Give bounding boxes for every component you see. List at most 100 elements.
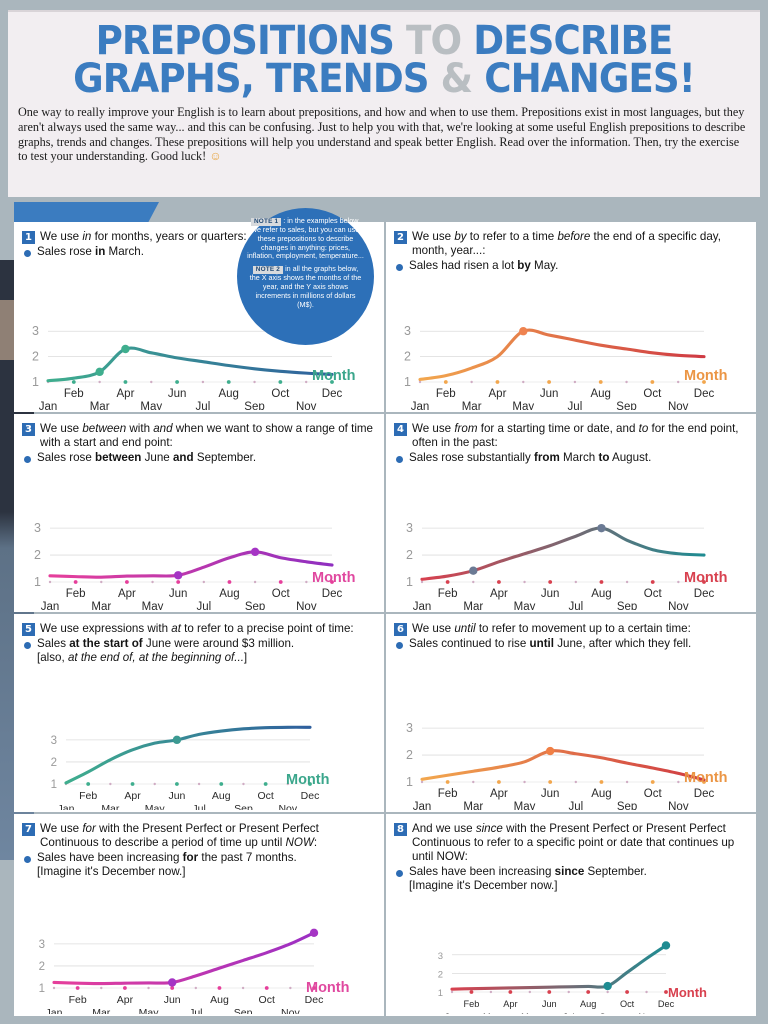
- chart-svg-3: 1 2 3 Jan Feb Mar Apr May Jun Jul Aug Sep Oct Nov Dec: [34, 521, 343, 610]
- title-word-changes: CHANGES!: [484, 56, 696, 103]
- svg-text:Aug: Aug: [219, 588, 239, 600]
- title-word-to: TO: [406, 18, 474, 64]
- chart-7-month-label: Month: [306, 980, 350, 996]
- svg-text:Jun: Jun: [164, 994, 181, 1006]
- svg-text:Dec: Dec: [322, 588, 343, 600]
- svg-text:Jul: Jul: [568, 801, 583, 810]
- svg-text:Mar: Mar: [463, 801, 483, 810]
- panel-2-by: 2 We use by to refer to a time before th…: [386, 222, 756, 412]
- panel-rule-2: We use by to refer to a time before the …: [412, 230, 721, 258]
- chart-3: 1 2 3 Jan Feb Mar Apr May Jun Jul Aug Sep Oct Nov Dec: [14, 498, 384, 610]
- svg-text:Apr: Apr: [489, 388, 507, 400]
- svg-text:Feb: Feb: [66, 588, 86, 600]
- svg-text:Feb: Feb: [69, 994, 87, 1006]
- svg-text:Apr: Apr: [503, 999, 517, 1009]
- panels-grid: 1 We use in for months, years or quarter…: [14, 222, 756, 1016]
- svg-text:Dec: Dec: [694, 788, 715, 800]
- svg-text:Dec: Dec: [305, 994, 324, 1006]
- svg-text:Aug: Aug: [590, 388, 610, 400]
- chart-svg-6: 1 2 3 Jan Feb Mar Apr May Jun Jul Aug Sep Oct Nov Dec: [406, 721, 715, 810]
- chart-6-month-label: Month: [684, 770, 728, 786]
- svg-text:Sep: Sep: [617, 801, 637, 810]
- panel-number-badge-8: 8: [394, 823, 407, 836]
- chart-svg-1: 1 2 3 Jan Feb Mar Apr May Jun Jul Aug Sep Oct Nov Dec: [32, 324, 342, 410]
- svg-text:Jul: Jul: [563, 1012, 575, 1014]
- svg-text:Oct: Oct: [259, 994, 275, 1006]
- smiley-icon: ☺: [209, 149, 222, 164]
- note-1-text: : in the examples below, we refer to sal…: [247, 216, 364, 261]
- svg-text:Apr: Apr: [124, 790, 141, 802]
- panel-rule-8: And we use since with the Present Perfec…: [412, 822, 735, 864]
- svg-text:Oct: Oct: [620, 999, 635, 1009]
- svg-text:Sep: Sep: [244, 401, 264, 410]
- chart-4-month-label: Month: [684, 570, 728, 586]
- chart-svg-4: 1 2 3 Jan Feb Mar Apr May Jun Jul Aug Sep Oct Nov Dec: [406, 521, 714, 610]
- svg-text:Jan: Jan: [413, 601, 432, 610]
- svg-text:Apr: Apr: [490, 788, 508, 800]
- svg-text:Nov: Nov: [281, 1007, 300, 1014]
- chart-5: 1 2 3 Jan Feb Mar Apr May Jun Jul Aug Sep Oct Nov Dec: [14, 710, 384, 810]
- svg-text:Nov: Nov: [638, 1012, 655, 1014]
- svg-text:Oct: Oct: [257, 790, 273, 802]
- svg-text:Aug: Aug: [591, 788, 611, 800]
- svg-text:1: 1: [32, 375, 39, 389]
- svg-text:Sep: Sep: [234, 803, 253, 810]
- panel-number-badge-4: 4: [394, 423, 407, 436]
- svg-text:Jun: Jun: [540, 388, 559, 400]
- page-title: PREPOSITIONS TO DESCRIBE GRAPHS, TRENDS …: [34, 12, 733, 99]
- svg-text:1: 1: [406, 575, 413, 589]
- header-banner: PREPOSITIONS TO DESCRIBE GRAPHS, TRENDS …: [8, 10, 760, 197]
- svg-text:Nov: Nov: [668, 601, 689, 610]
- svg-text:1: 1: [438, 988, 443, 999]
- panel-example-6: Sales continued to rise until June, afte…: [409, 637, 692, 651]
- intro-text: One way to really improve your English i…: [18, 104, 746, 164]
- panel-3-between-and: 3 We use between with and when we want t…: [14, 414, 384, 612]
- svg-text:Oct: Oct: [643, 388, 662, 400]
- svg-text:2: 2: [406, 748, 413, 762]
- svg-text:Mar: Mar: [91, 601, 111, 610]
- svg-text:Jan: Jan: [46, 1007, 63, 1014]
- svg-text:3: 3: [34, 521, 41, 535]
- svg-text:May: May: [521, 1012, 539, 1014]
- svg-text:Apr: Apr: [117, 994, 134, 1006]
- title-word-ampersand: &: [440, 56, 485, 103]
- svg-text:Feb: Feb: [464, 999, 480, 1009]
- chart-1-month-label: Month: [312, 368, 356, 384]
- svg-text:Aug: Aug: [580, 999, 596, 1009]
- panel-rule-3: We use between with and when we want to …: [40, 422, 374, 450]
- panel-number-badge-7: 7: [22, 823, 35, 836]
- svg-text:Nov: Nov: [668, 401, 689, 410]
- panel-7-for: 7 We use for with the Present Perfect or…: [14, 814, 384, 1016]
- svg-text:3: 3: [406, 721, 413, 735]
- svg-text:Jun: Jun: [541, 588, 560, 600]
- chart-2: 1 2 3 Jan Feb Mar Apr May Jun Jul Aug Sep Oct Nov Dec: [386, 302, 756, 410]
- bullet-dot-icon: [24, 642, 31, 650]
- svg-text:2: 2: [39, 961, 45, 973]
- panel-rule-7: We use for with the Present Perfect or P…: [40, 822, 319, 850]
- svg-text:3: 3: [438, 951, 443, 962]
- svg-text:Sep: Sep: [245, 601, 265, 610]
- intro-paragraph: One way to really improve your English i…: [8, 99, 760, 165]
- chart-8: 1 2 3 Jan Feb Mar Apr May Jun Jul Aug Sep Oct Nov Dec: [386, 928, 756, 1014]
- chart-svg-7: 1 2 3 Jan Feb Mar Apr May Jun Jul Aug Sep Oct Nov Dec: [39, 928, 324, 1014]
- chart-svg-2: 1 2 3 Jan Feb Mar Apr May Jun Jul Aug Sep Oct Nov Dec: [404, 324, 714, 410]
- chart-6: 1 2 3 Jan Feb Mar Apr May Jun Jul Aug Sep Oct Nov Dec: [386, 698, 756, 810]
- svg-text:Jul: Jul: [196, 401, 211, 410]
- svg-text:Jun: Jun: [542, 999, 557, 1009]
- panel-example-4: Sales rose substantially from March to A…: [409, 451, 652, 465]
- svg-text:Feb: Feb: [79, 790, 97, 802]
- svg-text:1: 1: [39, 983, 45, 995]
- svg-text:May: May: [514, 801, 536, 810]
- svg-text:2: 2: [34, 548, 41, 562]
- svg-text:Mar: Mar: [101, 803, 120, 810]
- svg-text:Jan: Jan: [413, 801, 432, 810]
- svg-text:Jun: Jun: [168, 388, 187, 400]
- bullet-dot-icon: [396, 456, 403, 464]
- svg-text:Aug: Aug: [212, 790, 231, 802]
- svg-text:Mar: Mar: [462, 401, 482, 410]
- svg-text:Jan: Jan: [39, 401, 58, 410]
- blue-ribbon-decoration: [14, 202, 159, 224]
- svg-text:3: 3: [404, 324, 411, 338]
- panel-example-2: Sales had risen a lot by May.: [409, 259, 559, 273]
